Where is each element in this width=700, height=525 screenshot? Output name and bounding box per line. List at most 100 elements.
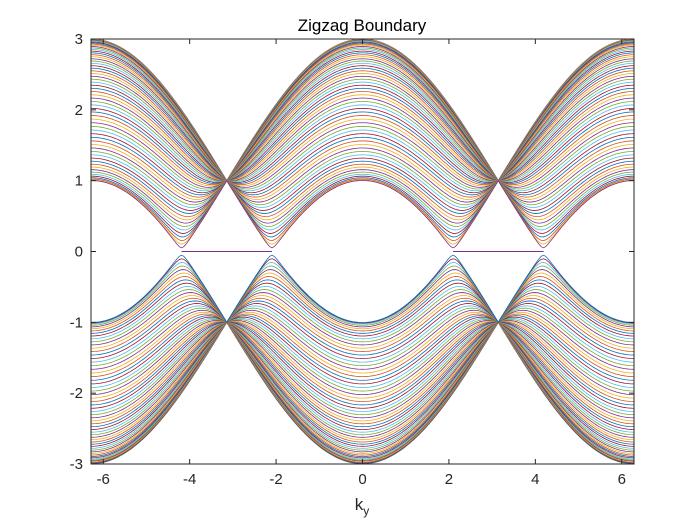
- band-line: [91, 129, 634, 192]
- band-line: [91, 300, 634, 356]
- band-line: [91, 44, 634, 182]
- band-line: [91, 54, 634, 182]
- y-tick-label: 0: [75, 244, 83, 261]
- band-line: [91, 125, 634, 190]
- band-line: [91, 163, 634, 218]
- band-line: [91, 177, 634, 238]
- y-tick-label: -2: [70, 385, 83, 402]
- band-line: [91, 321, 634, 430]
- band-line: [91, 67, 634, 182]
- band-line: [91, 101, 634, 182]
- x-axis-label-main: k: [355, 495, 364, 514]
- band-line: [91, 303, 634, 359]
- band-line: [91, 178, 634, 241]
- band-line: [91, 133, 634, 194]
- band-line: [91, 46, 634, 182]
- band-line: [91, 179, 634, 249]
- band-line: [91, 171, 634, 227]
- band-line: [91, 321, 634, 419]
- band-line: [91, 81, 634, 182]
- band-line: [91, 43, 634, 182]
- band-line: [91, 269, 634, 328]
- band-line: [91, 87, 634, 182]
- band-line: [91, 75, 634, 182]
- x-tick-label: -6: [97, 471, 110, 488]
- x-tick-label: 0: [358, 471, 366, 488]
- band-line: [91, 321, 634, 409]
- band-line: [91, 73, 634, 182]
- band-line: [91, 50, 634, 182]
- band-line: [91, 111, 634, 184]
- band-line: [91, 321, 634, 406]
- band-line: [91, 321, 634, 416]
- band-line: [91, 144, 634, 200]
- band-line: [91, 321, 634, 402]
- x-axis-label: ky: [355, 495, 370, 518]
- band-line: [91, 321, 634, 436]
- x-tick-label: -4: [183, 471, 196, 488]
- band-curves: [91, 39, 634, 464]
- band-line: [91, 321, 634, 463]
- band-line: [91, 305, 634, 363]
- band-line: [91, 321, 634, 428]
- band-line: [91, 321, 634, 449]
- band-line: [91, 321, 634, 443]
- band-line: [91, 320, 634, 396]
- band-line: [91, 118, 634, 187]
- band-line: [91, 282, 634, 337]
- band-line: [91, 272, 634, 330]
- band-line: [91, 47, 634, 182]
- band-line: [91, 94, 634, 182]
- y-tick-label: -3: [70, 456, 83, 473]
- band-line: [91, 279, 634, 334]
- band-line: [91, 52, 634, 182]
- band-line: [91, 258, 634, 324]
- band-line: [91, 169, 634, 224]
- x-axis-label-subscript: y: [363, 504, 369, 518]
- band-line: [91, 70, 634, 182]
- band-line: [91, 309, 634, 370]
- band-line: [91, 319, 634, 392]
- band-line: [91, 295, 634, 349]
- band-line: [91, 91, 634, 182]
- band-line: [91, 40, 634, 182]
- band-line: [91, 265, 634, 326]
- band-line: [91, 321, 634, 451]
- band-line: [91, 321, 634, 433]
- band-line: [91, 321, 634, 422]
- band-line: [91, 65, 634, 182]
- band-line: [91, 262, 634, 325]
- band-line: [91, 321, 634, 460]
- band-line: [91, 321, 634, 457]
- band-line: [91, 321, 634, 459]
- x-tick-label: 4: [531, 471, 539, 488]
- band-line: [91, 56, 634, 182]
- band-line: [91, 60, 634, 182]
- band-line: [91, 297, 634, 352]
- band-line: [91, 62, 634, 182]
- band-line: [91, 166, 634, 221]
- band-line: [91, 311, 634, 374]
- band-line: [91, 318, 634, 388]
- band-line: [91, 321, 634, 441]
- band-line: [91, 254, 634, 324]
- x-axis-ticks: -6 -4 -2 0 2 4 6: [97, 39, 626, 488]
- band-line: [91, 49, 634, 182]
- x-tick-label: 6: [618, 471, 626, 488]
- band-line: [91, 136, 634, 196]
- x-tick-label: 2: [445, 471, 453, 488]
- band-line: [91, 316, 634, 385]
- band-line: [91, 107, 634, 183]
- band-line: [91, 321, 634, 445]
- band-line: [91, 151, 634, 206]
- y-axis-ticks: -3 -2 -1 0 1 2 3: [70, 31, 634, 473]
- band-line: [91, 84, 634, 182]
- band-line: [91, 321, 634, 456]
- y-tick-label: -1: [70, 314, 83, 331]
- band-line: [91, 147, 634, 203]
- band-line: [91, 140, 634, 198]
- band-line: [91, 122, 634, 188]
- band-line: [91, 321, 634, 454]
- band-line: [91, 175, 634, 234]
- band-line: [91, 321, 634, 447]
